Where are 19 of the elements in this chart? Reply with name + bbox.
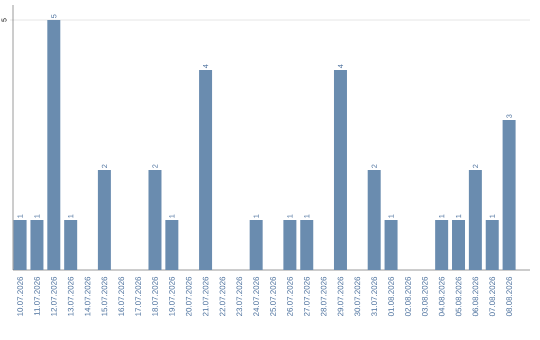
bar [199, 70, 212, 270]
bar [283, 220, 296, 270]
bar [98, 170, 111, 270]
bar [148, 170, 162, 270]
bar [384, 220, 398, 270]
bar [165, 220, 178, 270]
bar [452, 220, 466, 270]
bar [14, 220, 27, 270]
bar [64, 220, 78, 270]
bar [30, 220, 44, 270]
bar [502, 120, 516, 270]
bar [300, 220, 314, 270]
bar [334, 70, 347, 270]
bar [250, 220, 263, 270]
bar [368, 170, 381, 270]
bar [435, 220, 448, 270]
bar [468, 170, 482, 270]
bar [47, 20, 60, 270]
bar [486, 220, 499, 270]
